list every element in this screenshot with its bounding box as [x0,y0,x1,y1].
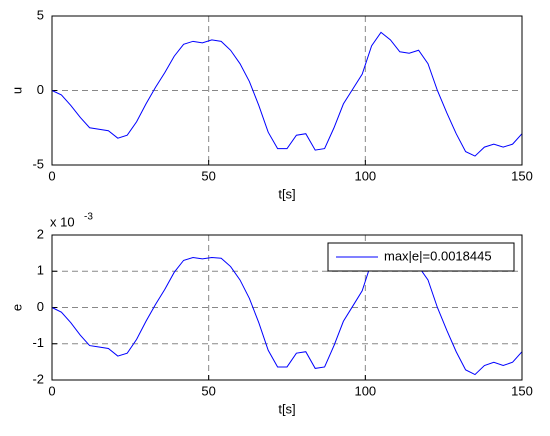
y-tick-label: 2 [37,226,44,241]
x-tick-label: 50 [201,168,215,183]
axes-frame [51,15,523,166]
x-tick-label: 0 [48,383,55,398]
x-tick-label: 150 [511,383,533,398]
y-tick-label: 0 [37,82,44,97]
x-tick-label: 150 [511,168,533,183]
x-tick-label: 0 [48,168,55,183]
y-axis-label: e [9,304,24,311]
legend-label: max|e|=0.0018445 [384,248,492,263]
exponent-power: -3 [84,212,93,223]
y-axis-label: u [9,87,24,94]
axes-frame [51,234,523,381]
x-tick-label: 100 [354,383,376,398]
y-tick-label: -5 [32,156,44,171]
x-axis-label: t[s] [278,186,295,201]
x-tick-label: 50 [201,383,215,398]
x-axis-label: t[s] [278,401,295,416]
y-tick-label: -1 [32,335,44,350]
y-tick-label: 0 [37,299,44,314]
data-line [51,31,523,157]
y-tick-label: -2 [32,371,44,386]
data-line [51,247,523,376]
y-tick-label: 1 [37,263,44,278]
exponent-base: x 10 [50,214,75,229]
y-tick-label: 5 [37,7,44,22]
x-tick-label: 100 [354,168,376,183]
